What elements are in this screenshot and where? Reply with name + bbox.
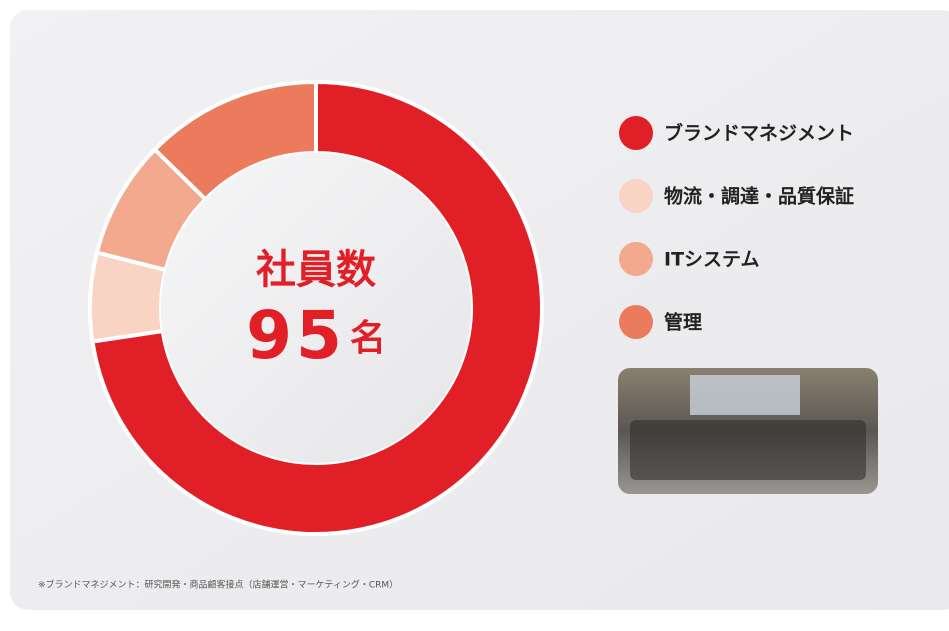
legend-label: 物流・調達・品質保証 — [664, 185, 854, 208]
photo-screen — [690, 375, 800, 415]
legend-swatch — [619, 116, 653, 150]
legend-label: ITシステム — [664, 249, 759, 271]
total-unit: 名 — [350, 318, 386, 359]
photo-crowd — [630, 420, 866, 480]
center-total: 95 名 — [246, 297, 386, 374]
legend-swatch — [619, 179, 653, 213]
legend-swatch — [619, 242, 653, 276]
footnote: ※ブランドマネジメント：研究開発・商品顧客接点（店舗運営・マーケティング・CRM… — [38, 579, 398, 591]
donut-hole — [161, 153, 471, 463]
legend-swatch — [619, 305, 653, 339]
legend-label: 管理 — [664, 311, 702, 334]
photo — [618, 368, 878, 494]
center-label: 社員数 — [256, 247, 376, 293]
legend-label: ブランドマネジメント — [664, 122, 854, 145]
total-value: 95 — [246, 297, 346, 374]
